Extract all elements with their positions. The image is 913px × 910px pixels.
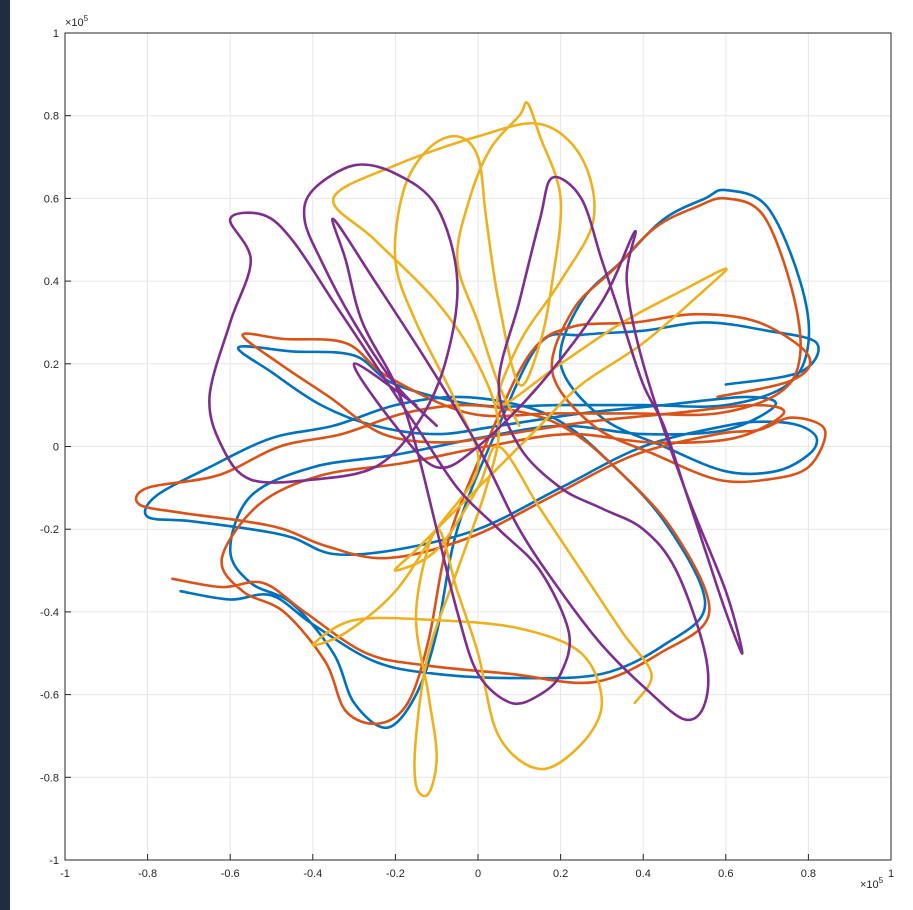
x-axis-exponent-label: ×105 bbox=[860, 876, 884, 891]
trajectory-plot: -1 -0.8 -0.6 -0.4 -0.2 0 0.2 0.4 0.6 0.8 1 -1 -0.8 -0… bbox=[40, 14, 894, 891]
x-tick-label: -0.8 bbox=[138, 868, 157, 880]
x-tick-label: 1 bbox=[888, 868, 894, 880]
tick-labels: -1 -0.8 -0.6 -0.4 -0.2 0 0.2 0.4 0.6 0.8 1 -1 -0.8 -0… bbox=[40, 28, 894, 880]
y-tick-label: -1 bbox=[49, 855, 59, 867]
x-tick-label: -1 bbox=[60, 868, 70, 880]
series-line-2 bbox=[134, 196, 827, 726]
series-line-1 bbox=[143, 188, 820, 730]
series-line-4 bbox=[208, 163, 744, 722]
y-tick-label: 0.2 bbox=[44, 359, 59, 371]
x-tick-label: 0 bbox=[475, 868, 481, 880]
y-tick-label: -0.8 bbox=[40, 772, 59, 784]
y-tick-label: 0.8 bbox=[44, 111, 59, 123]
series-line-3 bbox=[311, 101, 728, 798]
y-tick-label: 0.4 bbox=[44, 276, 59, 288]
y-tick-label: -0.2 bbox=[40, 524, 59, 536]
y-tick-label: 1 bbox=[53, 28, 59, 40]
y-tick-label: -0.6 bbox=[40, 690, 59, 702]
x-tick-label: -0.6 bbox=[221, 868, 240, 880]
y-tick-label: 0.6 bbox=[44, 193, 59, 205]
x-tick-label: -0.4 bbox=[303, 868, 322, 880]
y-tick-label: -0.4 bbox=[40, 607, 59, 619]
y-tick-label: 0 bbox=[53, 442, 59, 454]
series-layer bbox=[134, 101, 827, 798]
x-tick-label: 0.8 bbox=[801, 868, 816, 880]
figure-window: -1 -0.8 -0.6 -0.4 -0.2 0 0.2 0.4 0.6 0.8 1 -1 -0.8 -0… bbox=[10, 0, 913, 910]
x-tick-label: 0.4 bbox=[636, 868, 651, 880]
y-axis-exponent-label: ×105 bbox=[65, 14, 89, 29]
x-tick-label: -0.2 bbox=[386, 868, 405, 880]
x-tick-label: 0.2 bbox=[553, 868, 568, 880]
x-tick-label: 0.6 bbox=[718, 868, 733, 880]
